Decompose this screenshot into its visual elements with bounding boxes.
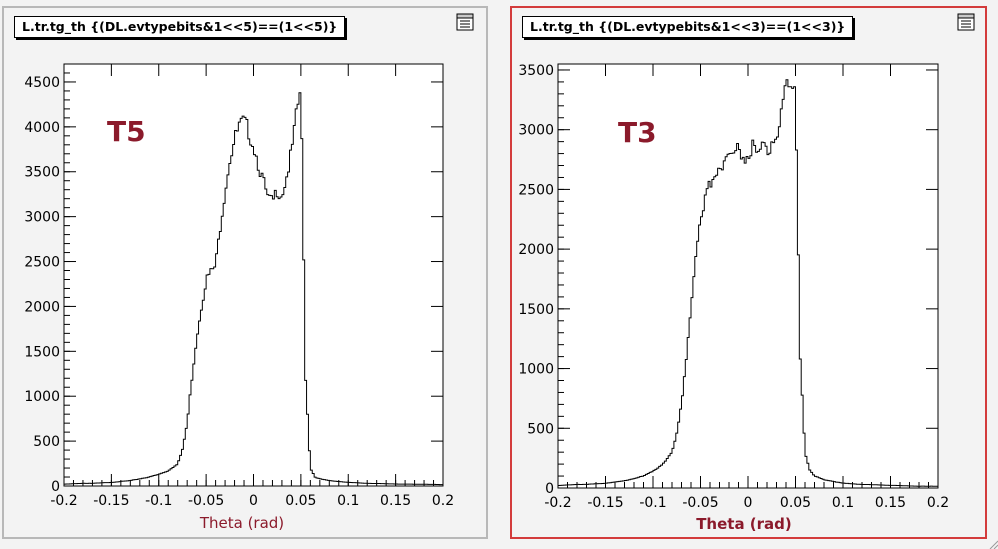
y-tick-label: 1500 — [518, 302, 554, 318]
x-tick-label: 0.15 — [875, 495, 906, 511]
x-tick-label: 0.05 — [780, 495, 811, 511]
x-tick-label: -0.2 — [50, 493, 77, 509]
x-tick-label: 0.1 — [832, 495, 854, 511]
y-tick-label: 3500 — [24, 165, 60, 181]
y-tick-label: 1000 — [518, 362, 554, 378]
x-tick-label: -0.05 — [682, 495, 718, 511]
t5-histogram-title[interactable]: L.tr.tg_th {(DL.evtypebits&1<<5)==(1<<5)… — [14, 16, 346, 38]
x-tick-label: 0.15 — [380, 493, 411, 509]
x-axis-label: Theta (rad) — [199, 514, 284, 532]
y-tick-label: 3500 — [518, 63, 554, 79]
t3-histogram-title[interactable]: L.tr.tg_th {(DL.evtypebits&1<<3)==(1<<3)… — [522, 16, 854, 38]
y-tick-label: 1000 — [24, 389, 60, 405]
x-tick-label: 0.2 — [927, 495, 949, 511]
y-tick-label: 2500 — [518, 182, 554, 198]
y-tick-label: 2000 — [518, 242, 554, 258]
x-tick-label: -0.15 — [93, 493, 129, 509]
x-tick-label: 0.05 — [285, 493, 316, 509]
x-tick-label: 0.2 — [432, 493, 454, 509]
x-tick-label: -0.1 — [639, 495, 666, 511]
x-tick-label: 0 — [744, 495, 753, 511]
x-tick-label: -0.15 — [587, 495, 623, 511]
trigger-annotation: T5 — [107, 115, 146, 148]
y-tick-label: 4500 — [24, 75, 60, 91]
histogram-line — [64, 92, 443, 486]
histogram-line — [558, 79, 938, 487]
plot-frame — [63, 63, 444, 487]
x-tick-label: 0.1 — [337, 493, 359, 509]
y-tick-label: 0 — [545, 481, 554, 497]
t3-histogram-plot: -0.2 -0.15 -0.1 -0.05 0 0.05 0.1 0.15 0.2 0 500 100… — [518, 63, 949, 533]
resize-grip-icon[interactable] — [988, 539, 998, 549]
t5-histogram-plot: -0.2 -0.15 -0.1 -0.05 0 0.05 0.1 0.15 0.2 0 500 100… — [24, 63, 454, 532]
editor-icon[interactable] — [957, 13, 975, 31]
x-axis-label: Theta (rad) — [696, 515, 792, 533]
y-tick-label: 4000 — [24, 120, 60, 136]
y-tick-label: 0 — [51, 479, 60, 495]
y-tick-label: 2000 — [24, 299, 60, 315]
x-tick-label: -0.05 — [188, 493, 224, 509]
x-tick-label: 0 — [249, 493, 258, 509]
y-tick-label: 3000 — [518, 123, 554, 139]
y-tick-label: 500 — [33, 434, 60, 450]
y-tick-label: 500 — [527, 421, 554, 437]
left-pad[interactable]: -0.2 -0.15 -0.1 -0.05 0 0.05 0.1 0.15 0.2 0 500 100… — [2, 6, 488, 539]
trigger-annotation: T3 — [618, 116, 657, 149]
plot-frame — [557, 63, 939, 489]
x-tick-label: -0.2 — [544, 495, 571, 511]
y-tick-label: 3000 — [24, 210, 60, 226]
x-tick-label: -0.1 — [145, 493, 172, 509]
y-tick-label: 2500 — [24, 255, 60, 271]
right-pad[interactable]: -0.2 -0.15 -0.1 -0.05 0 0.05 0.1 0.15 0.2 0 500 100… — [510, 6, 987, 539]
y-tick-label: 1500 — [24, 344, 60, 360]
editor-icon[interactable] — [456, 13, 474, 31]
